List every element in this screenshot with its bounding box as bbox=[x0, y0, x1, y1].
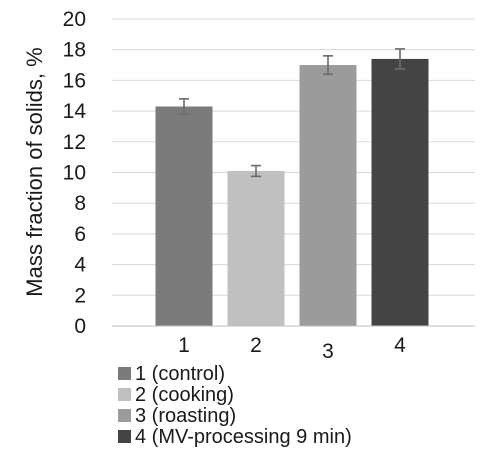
y-tick-labels: 0 2 4 6 8 10 12 14 16 18 20 bbox=[63, 8, 87, 338]
error-bars bbox=[179, 48, 405, 178]
y-tick-label: 20 bbox=[63, 8, 86, 31]
y-axis-label: Mass fraction of solids, % bbox=[22, 47, 47, 296]
legend-swatch bbox=[118, 388, 131, 401]
bar-4 bbox=[371, 58, 429, 326]
legend-label: 4 (MV-processing 9 min) bbox=[135, 426, 352, 448]
bar-1 bbox=[155, 106, 213, 327]
bar-3 bbox=[299, 65, 357, 327]
y-tick-label: 14 bbox=[63, 100, 87, 123]
legend-entry: 3 (roasting) bbox=[118, 405, 236, 427]
y-tick-label: 12 bbox=[63, 131, 86, 154]
legend: 1 (control)2 (cooking)3 (roasting)4 (MV-… bbox=[118, 363, 352, 448]
bar-2 bbox=[227, 170, 285, 326]
error-bar-2 bbox=[251, 164, 261, 178]
legend-label: 2 (cooking) bbox=[135, 384, 234, 406]
error-bar-4 bbox=[395, 48, 405, 70]
bars bbox=[155, 58, 429, 327]
y-tick-label: 16 bbox=[63, 69, 86, 92]
error-bar-1 bbox=[179, 98, 189, 115]
legend-entry: 4 (MV-processing 9 min) bbox=[118, 426, 352, 448]
legend-swatch bbox=[118, 430, 131, 443]
y-tick-label: 6 bbox=[74, 223, 86, 246]
y-tick-label: 0 bbox=[74, 315, 86, 338]
legend-label: 1 (control) bbox=[135, 363, 225, 385]
x-tick-label: 2 bbox=[250, 334, 262, 357]
y-tick-label: 10 bbox=[63, 162, 86, 185]
error-bar-3 bbox=[323, 55, 333, 76]
legend-swatch bbox=[118, 367, 131, 380]
y-tick-label: 2 bbox=[74, 284, 86, 307]
y-tick-label: 18 bbox=[63, 39, 86, 62]
y-tick-label: 8 bbox=[74, 192, 86, 215]
x-tick-label: 4 bbox=[394, 334, 406, 357]
legend-swatch bbox=[118, 409, 131, 422]
x-tick-labels: 1 2 3 4 bbox=[178, 334, 406, 363]
x-tick-label: 1 bbox=[178, 334, 190, 357]
x-tick-label: 3 bbox=[322, 340, 334, 363]
legend-entry: 2 (cooking) bbox=[118, 384, 234, 406]
legend-entry: 1 (control) bbox=[118, 363, 225, 385]
y-tick-label: 4 bbox=[74, 254, 86, 277]
legend-label: 3 (roasting) bbox=[135, 405, 236, 427]
